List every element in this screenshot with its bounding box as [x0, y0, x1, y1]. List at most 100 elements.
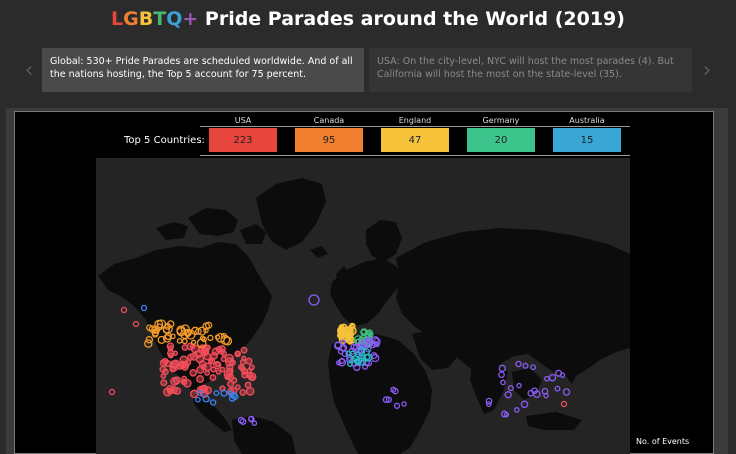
country-count-usa[interactable]: 223 [209, 128, 277, 152]
parade-marker[interactable] [374, 341, 380, 348]
parade-marker[interactable] [548, 373, 557, 382]
parade-marker[interactable] [237, 416, 245, 424]
parade-marker[interactable] [352, 355, 358, 362]
parade-marker[interactable] [244, 381, 252, 389]
parade-marker[interactable] [187, 353, 195, 361]
parade-marker[interactable] [500, 410, 508, 418]
parade-marker[interactable] [151, 331, 159, 338]
parade-marker[interactable] [341, 350, 349, 357]
parade-marker[interactable] [345, 350, 352, 357]
parade-marker[interactable] [182, 378, 192, 388]
parade-marker[interactable] [196, 365, 205, 374]
parade-marker[interactable] [144, 339, 153, 348]
story-point-global[interactable]: Global: 530+ Pride Parades are scheduled… [42, 48, 364, 92]
parade-marker[interactable] [485, 397, 493, 405]
parade-marker[interactable] [230, 392, 237, 399]
parade-marker[interactable] [224, 357, 235, 367]
parade-marker[interactable] [200, 349, 209, 357]
parade-marker[interactable] [365, 346, 372, 353]
parade-marker[interactable] [560, 400, 568, 408]
parade-marker[interactable] [215, 361, 221, 368]
parade-marker[interactable] [562, 388, 571, 396]
parade-marker[interactable] [145, 335, 154, 344]
parade-marker[interactable] [554, 385, 561, 392]
parade-marker[interactable] [230, 377, 238, 384]
parade-marker[interactable] [210, 351, 219, 360]
parade-marker[interactable] [190, 339, 197, 345]
parade-marker[interactable] [162, 323, 173, 334]
parade-marker[interactable] [203, 327, 209, 334]
parade-marker[interactable] [393, 402, 401, 409]
parade-marker[interactable] [522, 362, 529, 369]
parade-marker[interactable] [507, 385, 514, 392]
parade-marker[interactable] [530, 364, 537, 371]
parade-marker[interactable] [347, 339, 353, 345]
parade-marker[interactable] [516, 382, 522, 389]
parade-marker[interactable] [337, 358, 347, 367]
parade-marker[interactable] [189, 369, 197, 377]
parade-marker[interactable] [190, 326, 200, 336]
parade-marker[interactable] [385, 396, 393, 403]
parade-marker[interactable] [209, 399, 217, 406]
parade-marker[interactable] [347, 361, 353, 367]
parade-marker[interactable] [498, 364, 506, 373]
country-count-england[interactable]: 47 [381, 128, 449, 152]
parade-marker[interactable] [180, 378, 188, 386]
parade-marker[interactable] [239, 388, 247, 396]
parade-markers[interactable] [108, 294, 571, 426]
parade-marker[interactable] [357, 357, 366, 366]
parade-marker[interactable] [204, 370, 210, 376]
country-count-germany[interactable]: 20 [467, 128, 535, 152]
parade-marker[interactable] [159, 365, 167, 373]
parade-marker[interactable] [197, 390, 204, 397]
parade-marker[interactable] [160, 379, 168, 387]
parade-marker[interactable] [214, 334, 221, 340]
parade-marker[interactable] [211, 347, 220, 356]
parade-marker[interactable] [485, 401, 492, 407]
parade-marker[interactable] [338, 324, 345, 331]
parade-marker[interactable] [335, 360, 342, 366]
parade-marker[interactable] [240, 346, 248, 354]
parade-marker[interactable] [541, 387, 549, 395]
parade-marker[interactable] [108, 388, 116, 396]
parade-marker[interactable] [180, 361, 186, 368]
parade-marker[interactable] [237, 364, 244, 370]
parade-marker[interactable] [173, 387, 182, 395]
parade-marker[interactable] [346, 356, 354, 364]
parade-marker[interactable] [215, 369, 222, 375]
parade-marker[interactable] [176, 337, 183, 344]
parade-marker[interactable] [146, 324, 153, 332]
parade-marker[interactable] [241, 371, 249, 379]
parade-marker[interactable] [197, 326, 207, 336]
country-count-australia[interactable]: 15 [553, 128, 621, 152]
parade-marker[interactable] [245, 386, 255, 396]
parade-marker[interactable] [365, 338, 372, 346]
parade-marker[interactable] [171, 359, 181, 369]
parade-marker[interactable] [167, 352, 174, 359]
parade-marker[interactable] [336, 332, 344, 339]
parade-marker[interactable] [215, 332, 226, 343]
parade-marker[interactable] [531, 387, 538, 395]
parade-marker[interactable] [164, 359, 172, 368]
parade-marker[interactable] [220, 335, 231, 345]
parade-marker[interactable] [308, 294, 320, 306]
parade-marker[interactable] [515, 360, 522, 368]
country-count-canada[interactable]: 95 [295, 128, 363, 152]
parade-marker[interactable] [201, 336, 207, 343]
story-point-usa[interactable]: USA: On the city-level, NYC will host th… [369, 48, 692, 92]
parade-marker[interactable] [498, 371, 505, 379]
parade-marker[interactable] [362, 348, 371, 356]
parade-marker[interactable] [226, 367, 234, 376]
parade-marker[interactable] [513, 407, 520, 413]
parade-marker[interactable] [500, 379, 506, 386]
parade-marker[interactable] [132, 320, 140, 328]
parade-marker[interactable] [365, 330, 372, 336]
parade-marker[interactable] [555, 369, 563, 377]
parade-marker[interactable] [157, 335, 166, 344]
parade-marker[interactable] [120, 306, 128, 314]
parade-marker[interactable] [170, 377, 179, 386]
parade-marker[interactable] [239, 359, 247, 366]
parade-marker[interactable] [209, 374, 217, 382]
parade-marker[interactable] [140, 304, 148, 312]
parade-marker[interactable] [251, 420, 258, 426]
